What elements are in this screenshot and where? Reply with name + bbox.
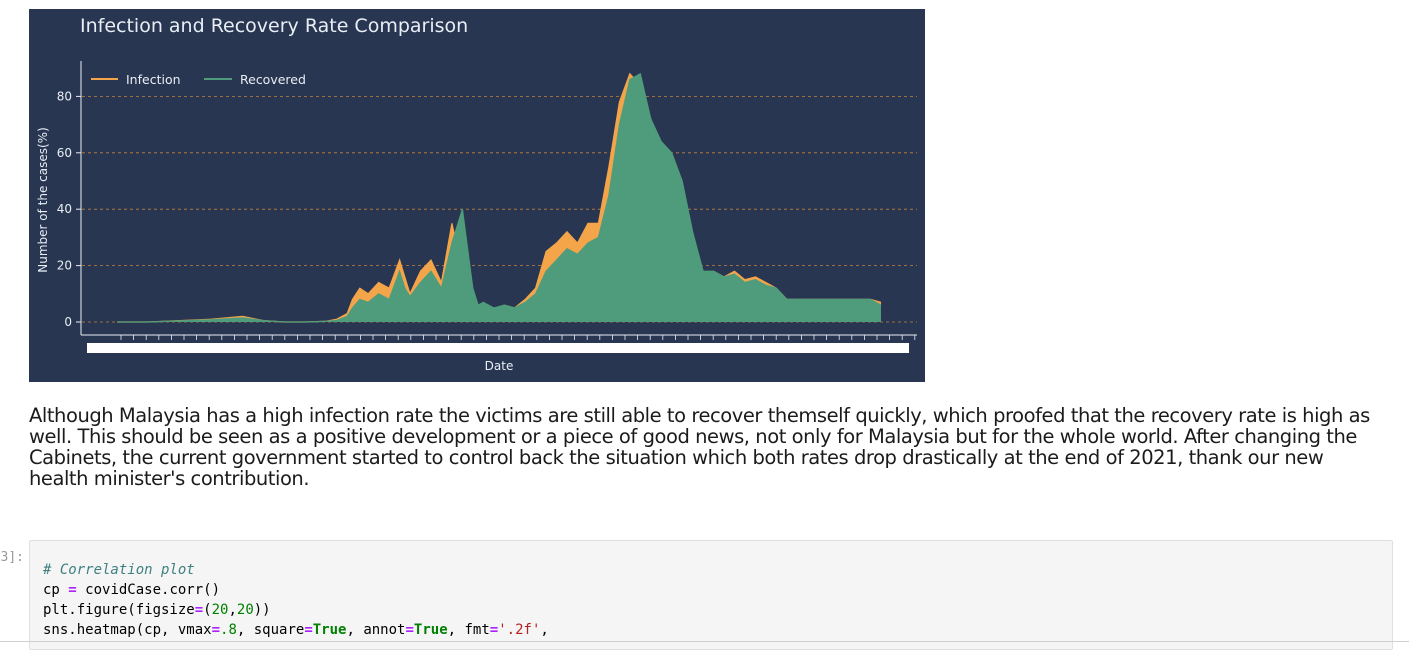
cell-prompt: 3]: [0,550,24,565]
gridlines [82,96,917,323]
code-line: # Correlation plot [43,560,549,580]
chart-output: Infection and Recovery Rate Comparison 0… [29,9,925,382]
y-axis-label: Number of the cases(%) [36,127,50,273]
legend: Infection Recovered [91,72,306,87]
legend-infection-label: Infection [126,72,181,87]
code-token: , [228,602,237,618]
chart-svg: Infection and Recovery Rate Comparison 0… [36,15,917,373]
code-token: True [312,622,347,638]
series-line-recovered [117,72,882,323]
code-token: # Correlation plot [43,562,195,578]
y-tick-label: 0 [64,315,72,329]
series-area-infection [117,73,881,322]
code-token: plt.figure(figsize [43,602,195,618]
axes [80,61,917,336]
y-tick-label: 80 [57,89,72,103]
series-area-recovered [117,73,881,322]
y-tick-label: 60 [57,146,72,160]
code-token: = [489,622,499,638]
series-line-infection [117,72,882,323]
code-token: , square [236,622,305,638]
code-token: = [194,602,204,618]
notebook-bottom-divider [0,641,1409,642]
markdown-cell-text: Although Malaysia has a high infection r… [29,404,1370,490]
code-line: cp = covidCase.corr() [43,580,549,600]
code-token: covidCase.corr() [76,582,221,598]
x-tick-label-band [87,343,909,353]
series-layer [117,72,882,323]
x-ticks [120,335,916,340]
x-axis-label: Date [485,359,514,373]
code-token: = [304,622,313,638]
code-editor[interactable]: # Correlation plot cp = covidCase.corr() p… [43,560,549,640]
y-ticks: 0 20 40 60 80 [57,89,81,329]
y-tick-label: 20 [57,259,72,273]
code-token: sns.heatmap(cp, vmax [43,622,212,638]
code-token: '.2f' [498,622,541,638]
code-token: = [405,622,414,638]
code-token: , annot [346,622,406,638]
chart-title: Infection and Recovery Rate Comparison [80,15,468,37]
code-token: = [68,582,77,598]
code-line: plt.figure(figsize=(20,20)) [43,600,549,620]
code-token: True [413,622,448,638]
code-token: ( [203,602,212,618]
code-token: , fmt [447,622,490,638]
code-line: sns.heatmap(cp, vmax=.8, square=True, an… [43,620,549,640]
code-token: )) [253,602,271,618]
code-token: = [211,622,221,638]
y-tick-label: 40 [57,202,72,216]
code-token: , [540,622,549,638]
code-token: cp [43,582,69,598]
code-token: 20 [236,602,254,618]
code-token: 20 [211,602,229,618]
legend-recovered-label: Recovered [240,72,306,87]
code-cell[interactable]: # Correlation plot cp = covidCase.corr() p… [29,540,1393,650]
code-token: .8 [220,622,237,638]
